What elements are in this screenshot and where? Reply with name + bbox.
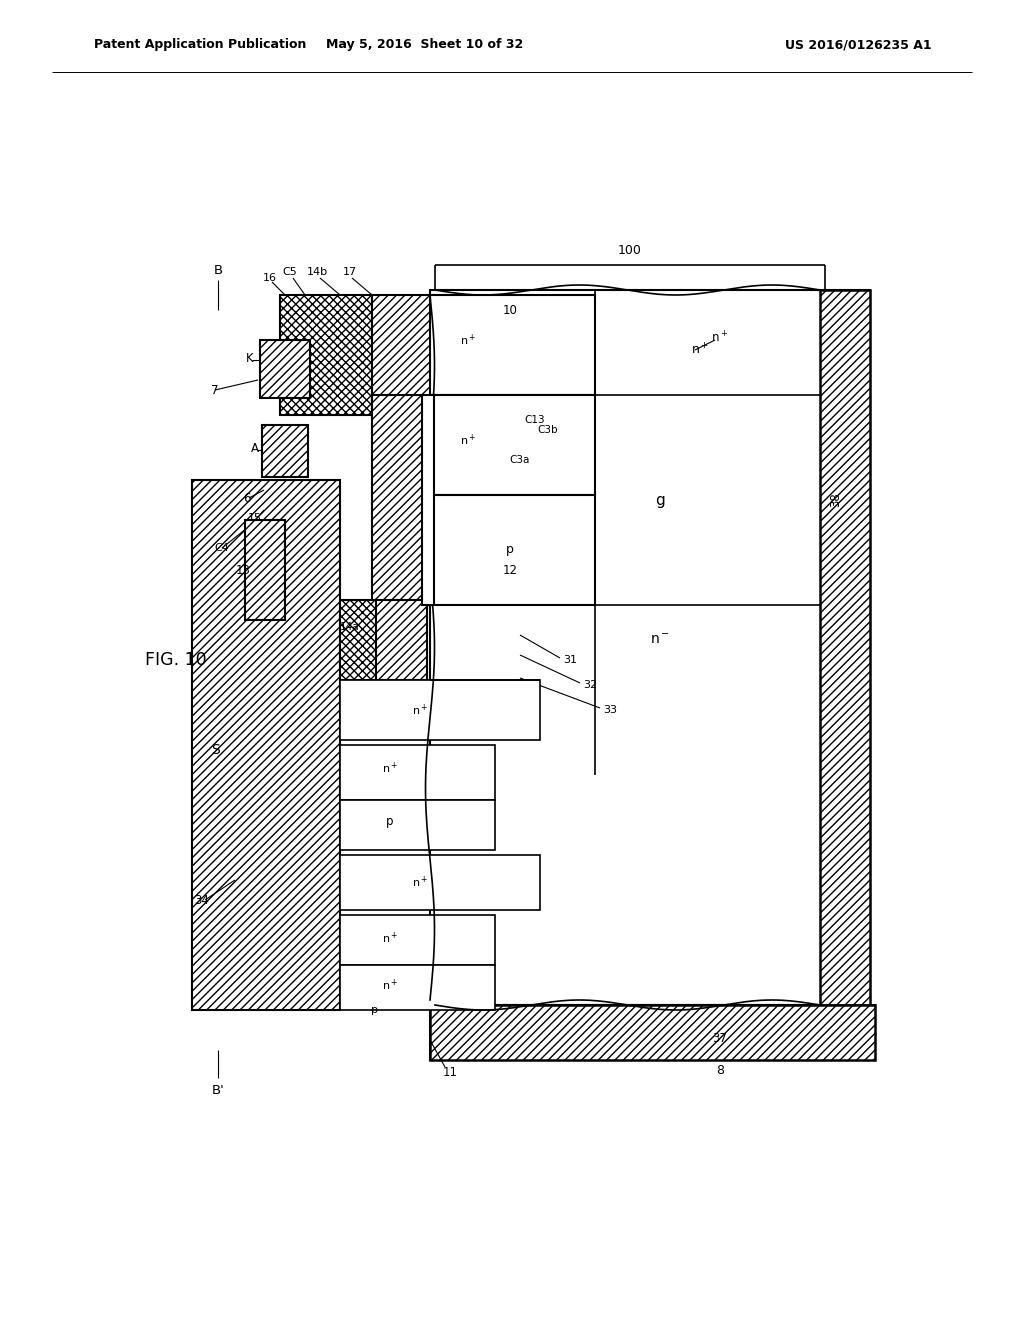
Text: A: A (251, 441, 259, 454)
Text: n$^+$: n$^+$ (382, 760, 398, 776)
Bar (340, 915, 495, 965)
Text: 14b: 14b (306, 267, 328, 277)
Text: 100: 100 (618, 243, 642, 256)
Bar (372, 395, 424, 605)
Bar (260, 341, 310, 399)
Text: 16: 16 (263, 273, 278, 282)
Text: B': B' (212, 1084, 224, 1097)
Text: C5: C5 (283, 267, 297, 277)
Bar (280, 294, 372, 414)
Text: 11: 11 (442, 1065, 458, 1078)
Bar (430, 495, 595, 605)
Text: g: g (655, 492, 665, 507)
Bar (430, 294, 595, 395)
Bar (340, 744, 495, 800)
Text: May 5, 2016  Sheet 10 of 32: May 5, 2016 Sheet 10 of 32 (327, 38, 523, 51)
Bar (595, 294, 820, 395)
Text: C3a: C3a (510, 455, 530, 465)
Bar (430, 290, 870, 1005)
Bar (430, 1005, 874, 1060)
Text: 7: 7 (211, 384, 219, 396)
Text: p: p (386, 816, 394, 829)
Text: 32: 32 (583, 680, 597, 690)
Text: n$^+$: n$^+$ (691, 342, 709, 358)
Text: 34: 34 (195, 894, 210, 907)
Text: S: S (211, 743, 219, 756)
Bar (262, 425, 308, 477)
Text: C3b: C3b (538, 425, 558, 436)
Text: n$^+$: n$^+$ (382, 977, 398, 993)
Bar (340, 680, 540, 741)
Text: n$^+$: n$^+$ (712, 330, 729, 346)
Text: 15: 15 (248, 513, 262, 523)
Text: n$^+$: n$^+$ (460, 333, 476, 347)
Text: 37: 37 (713, 1031, 727, 1044)
Text: p: p (372, 1005, 379, 1015)
Text: C13: C13 (524, 414, 546, 425)
Bar (372, 601, 427, 680)
Text: US 2016/0126235 A1: US 2016/0126235 A1 (785, 38, 932, 51)
Bar (245, 520, 285, 620)
Text: C4: C4 (215, 543, 229, 553)
Bar (820, 290, 870, 1005)
Text: 6: 6 (244, 491, 251, 504)
Text: 33: 33 (603, 705, 617, 715)
Bar (430, 1005, 874, 1060)
Text: 17: 17 (343, 267, 357, 277)
Text: n$^+$: n$^+$ (412, 702, 428, 718)
Text: n$^+$: n$^+$ (412, 874, 428, 890)
Text: n$^+$: n$^+$ (460, 433, 476, 447)
Bar (340, 855, 540, 909)
Text: B: B (213, 264, 222, 276)
Bar (422, 395, 434, 605)
Text: K: K (246, 351, 254, 364)
Text: 8: 8 (716, 1064, 724, 1077)
Bar (372, 294, 434, 414)
Text: 10: 10 (503, 304, 517, 317)
Text: 31: 31 (563, 655, 577, 665)
Bar (193, 480, 340, 1010)
Text: FIG. 10: FIG. 10 (145, 651, 207, 669)
Text: 38: 38 (829, 492, 843, 507)
Text: 12: 12 (503, 564, 517, 577)
Text: 13: 13 (236, 564, 251, 577)
Bar (340, 601, 376, 680)
Text: Patent Application Publication: Patent Application Publication (94, 38, 306, 51)
Bar (340, 800, 495, 850)
Text: 14a: 14a (340, 622, 359, 632)
Text: n$^-$: n$^-$ (650, 634, 670, 647)
Bar (340, 965, 495, 1010)
Bar (430, 395, 595, 495)
Text: n$^+$: n$^+$ (382, 931, 398, 945)
Text: p: p (506, 544, 514, 557)
